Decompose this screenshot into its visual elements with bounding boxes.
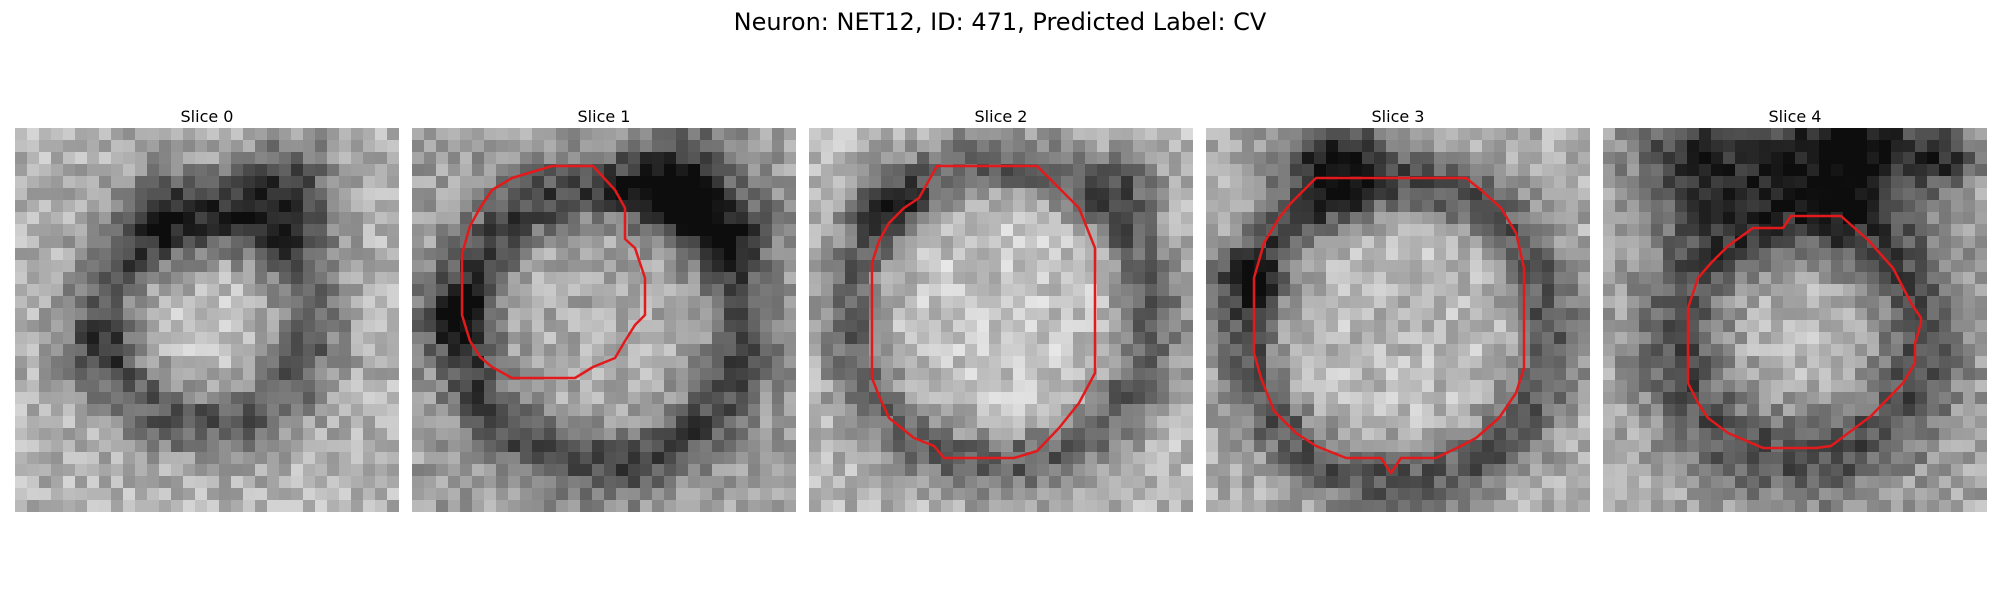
- slice-title: Slice 3: [1371, 107, 1425, 126]
- segmentation-contour: [1252, 176, 1526, 475]
- slice-title: Slice 4: [1768, 107, 1822, 126]
- segmentation-contour: [460, 164, 647, 380]
- slice-panel-1: Slice 1: [412, 106, 796, 512]
- slice-image: [1206, 128, 1590, 512]
- pixel-grid: [1206, 128, 1590, 512]
- slice-panel-3: Slice 3: [1206, 106, 1590, 512]
- slice-image: [809, 128, 1193, 512]
- pixel-grid: [412, 128, 796, 512]
- slice-image: [1603, 128, 1987, 512]
- slice-image: [15, 128, 399, 512]
- slice-panel-0: Slice 0: [15, 106, 399, 512]
- figure-title: Neuron: NET12, ID: 471, Predicted Label:…: [733, 8, 1267, 36]
- slice-panel-2: Slice 2: [809, 106, 1193, 512]
- slice-title: Slice 1: [577, 107, 631, 126]
- pixel-grid: [809, 128, 1193, 512]
- pixel-grid: [1603, 128, 1987, 512]
- slice-image: [412, 128, 796, 512]
- segmentation-contour: [1686, 214, 1923, 450]
- slice-title: Slice 2: [974, 107, 1028, 126]
- slice-panel-4: Slice 4: [1603, 106, 1987, 512]
- segmentation-contour: [870, 164, 1097, 460]
- slice-title: Slice 0: [180, 107, 234, 126]
- pixel-grid: [15, 128, 399, 512]
